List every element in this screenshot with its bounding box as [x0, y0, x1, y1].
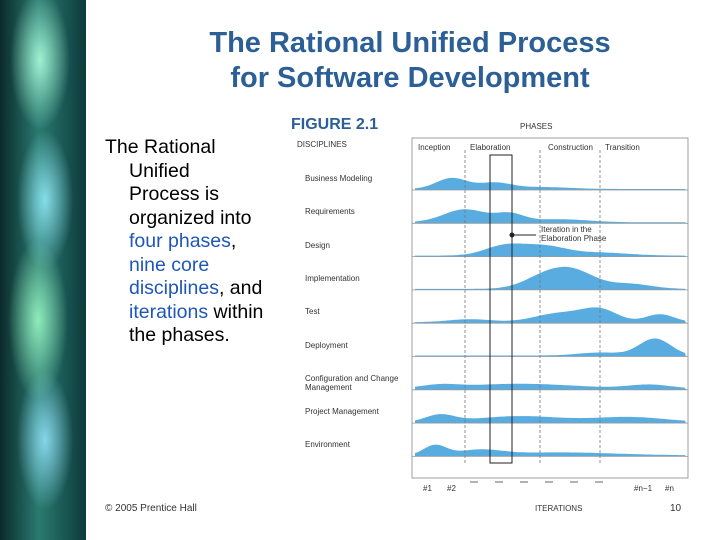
workload-hump — [415, 444, 686, 457]
workload-hump — [415, 209, 686, 224]
iteration-label: #2 — [447, 484, 456, 493]
text: , — [230, 230, 237, 252]
discipline-label: Design — [305, 240, 330, 250]
discipline-label: Configuration and Change Management — [305, 373, 399, 392]
phase-label: Construction — [548, 143, 593, 152]
text: The Rational Unified Process is organize… — [105, 136, 252, 229]
iteration-label: #n — [665, 484, 674, 493]
copyright: © 2005 Prentice Hall — [105, 503, 197, 514]
annotation-dot — [509, 232, 515, 238]
chart-frame — [411, 137, 689, 479]
iterations-label: ITERATIONS — [535, 504, 583, 513]
title-line: The Rational Unified Process — [209, 27, 611, 59]
text: , and — [218, 277, 263, 299]
discipline-label: Requirements — [305, 207, 355, 217]
workload-hump — [415, 383, 686, 390]
annotation: Iteration in the Elaboration Phase — [541, 225, 607, 243]
discipline-label: Environment — [305, 440, 350, 450]
iteration-label: #1 — [423, 484, 432, 493]
iteration-highlight — [489, 154, 513, 464]
discipline-label: Test — [305, 307, 320, 317]
phase-label: Elaboration — [470, 143, 511, 152]
phase-label: Inception — [418, 143, 451, 152]
discipline-label: Implementation — [305, 273, 360, 283]
discipline-label: Project Management — [305, 407, 379, 417]
flame-decoration — [0, 0, 86, 540]
highlight: nine core disciplines — [129, 253, 219, 300]
workload-hump — [415, 338, 686, 357]
figure-title: FIGURE 2.1 — [291, 116, 379, 133]
workload-hump — [415, 177, 686, 190]
title-line: for Software Development — [230, 62, 590, 94]
phase-label: Transition — [605, 143, 640, 152]
discipline-label: Business Modeling — [305, 174, 373, 183]
highlight: four phases — [129, 230, 231, 252]
disciplines-label: DISCIPLINES — [297, 140, 347, 149]
page-number: 10 — [670, 503, 682, 514]
workload-hump — [415, 307, 686, 324]
body-text: The Rational Unified Process is organize… — [105, 136, 265, 348]
text: within the phases. — [129, 300, 264, 347]
workload-hump — [415, 414, 686, 424]
phases-label: PHASES — [520, 122, 553, 131]
discipline-label: Deployment — [305, 340, 348, 350]
figure-bg — [284, 115, 700, 495]
phase-dividers — [464, 150, 601, 465]
workload-hump — [415, 266, 686, 290]
workload-hump — [415, 243, 686, 257]
iteration-label: #n−1 — [634, 484, 653, 493]
highlight: iterations — [129, 300, 209, 323]
